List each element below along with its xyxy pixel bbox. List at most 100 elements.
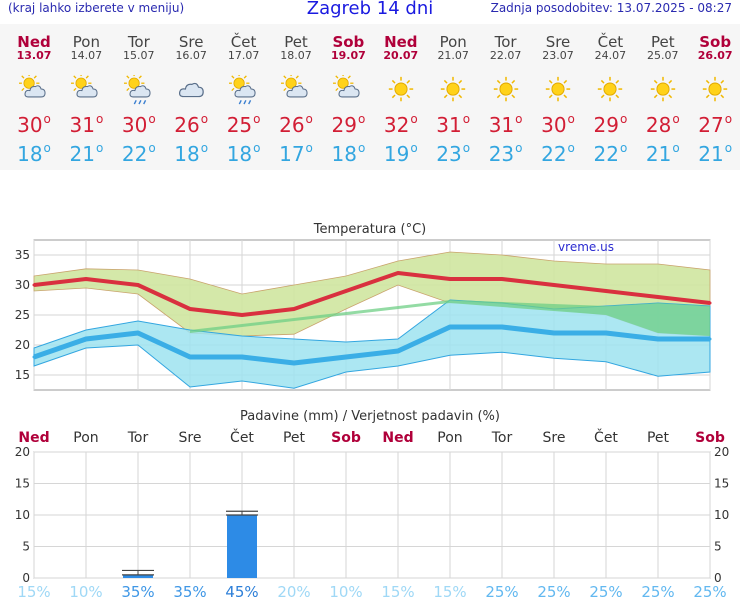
precipitation-probability: 15% — [381, 583, 414, 600]
min-temperature-point — [292, 361, 296, 365]
precipitation-probability: 10% — [69, 583, 102, 600]
precipitation-probability: 15% — [17, 583, 50, 600]
day-forecast-7: Ned 20.07 32o 19o — [375, 24, 427, 170]
max-temperature: 31o — [488, 112, 523, 137]
day-date: 23.07 — [542, 49, 574, 62]
sun-icon — [650, 76, 675, 102]
max-temperature: 26o — [279, 112, 313, 137]
day-date: 20.07 — [383, 49, 419, 62]
max-temperature-point — [448, 277, 452, 281]
min-temperature: 21o — [69, 141, 104, 166]
max-temperature-point — [84, 277, 88, 281]
precipitation-day-label: Sob — [695, 430, 725, 446]
max-temperature: 31o — [436, 112, 471, 137]
day-name: Ned — [17, 33, 51, 51]
day-forecast-10: Sre 23.07 30o 22o — [532, 24, 584, 170]
precipitation-day-label: Sre — [179, 430, 202, 446]
day-name: Ned — [384, 33, 418, 51]
day-name: Sre — [178, 33, 204, 51]
max-temperature: 27o — [698, 112, 733, 137]
day-name: Tor — [127, 33, 150, 51]
min-temperature: 21o — [698, 141, 733, 166]
max-temperature-point — [396, 271, 400, 275]
day-date: 13.07 — [16, 49, 52, 62]
day-date: 19.07 — [330, 49, 366, 62]
precipitation-y-tick-right: 5 — [714, 540, 722, 554]
day-date: 18.07 — [280, 49, 312, 62]
page-title: Zagreb 14 dni — [306, 0, 434, 19]
day-forecast-4: Čet 17.07 25o 18o — [218, 24, 270, 170]
max-temperature: 28o — [645, 112, 680, 137]
precipitation-day-label: Ned — [18, 430, 49, 446]
day-date: 22.07 — [489, 49, 522, 62]
sun-icon — [598, 76, 623, 102]
precipitation-day-label: Sob — [331, 430, 361, 446]
day-date: 25.07 — [647, 49, 679, 62]
min-temperature-point — [32, 355, 36, 359]
max-temperature-point — [708, 301, 712, 305]
precipitation-probability: 25% — [641, 583, 674, 600]
sun-cloud-icon — [333, 75, 360, 98]
sun-cloud-rain-icon — [228, 75, 256, 105]
precipitation-day-label: Pon — [437, 430, 462, 446]
sun-icon — [441, 76, 466, 102]
location-hint[interactable]: (kraj lahko izberete v meniju) — [8, 1, 185, 15]
max-temperature: 30o — [121, 112, 156, 137]
temperature-y-tick: 30 — [15, 278, 30, 292]
day-forecast-13: Sob 26.07 27o 21o — [689, 24, 740, 170]
sun-icon — [388, 76, 413, 102]
precipitation-y-tick-right: 10 — [714, 508, 729, 522]
precipitation-day-label: Ned — [382, 430, 413, 446]
precipitation-probability: 25% — [485, 583, 518, 600]
min-temperature-point — [656, 337, 660, 341]
sun-icon — [545, 76, 571, 102]
precipitation-day-label: Pon — [73, 430, 98, 446]
day-forecast-5: Pet 18.07 26o 17o — [270, 24, 322, 170]
precipitation-probability: 25% — [537, 583, 570, 600]
min-temperature: 18o — [17, 141, 51, 166]
precipitation-day-label: Tor — [127, 430, 149, 446]
day-forecast-6: Sob 19.07 29o 18o — [322, 24, 374, 170]
day-forecast-9: Tor 22.07 31o 23o — [480, 24, 532, 170]
day-date: 16.07 — [175, 49, 207, 62]
precipitation-day-label: Sre — [543, 430, 566, 446]
temperature-y-tick: 25 — [15, 308, 30, 322]
precipitation-day-label: Tor — [491, 430, 513, 446]
precipitation-probability: 25% — [693, 583, 726, 600]
min-temperature: 18o — [331, 141, 366, 166]
watermark-label: vreme.us — [558, 240, 614, 254]
min-temperature-point — [448, 325, 452, 329]
sun-cloud-rain-icon — [123, 75, 151, 105]
min-temperature-point — [500, 325, 504, 329]
precipitation-day-label: Čet — [230, 428, 254, 446]
min-temperature: 23o — [436, 141, 471, 166]
day-name: Čet — [597, 33, 624, 51]
day-forecast-11: Čet 24.07 29o 22o — [584, 24, 636, 170]
precipitation-chart-title: Padavine (mm) / Verjetnost padavin (%) — [240, 409, 500, 424]
precipitation-y-tick-left: 10 — [15, 508, 30, 522]
precipitation-probability: 35% — [173, 583, 206, 600]
day-forecast-0: Ned 13.07 30o 18o — [8, 24, 60, 170]
min-temperature-point — [396, 349, 400, 353]
last-updated: Zadnja posodobitev: 13.07.2025 - 08:27 — [490, 1, 732, 15]
precipitation-y-tick-left: 0 — [22, 571, 30, 585]
charts-area: Temperatura (°C) 15 20 25 30 35 vreme.us Padavi… — [0, 170, 740, 600]
precipitation-y-tick-left: 5 — [22, 540, 30, 554]
temperature-y-tick: 35 — [15, 248, 30, 262]
precipitation-probability: 35% — [121, 583, 154, 600]
day-forecast-2: Tor 15.07 30o 22o — [113, 24, 165, 170]
sun-icon — [703, 76, 728, 102]
min-temperature-point — [188, 355, 192, 359]
min-temperature: 21o — [645, 141, 680, 166]
precipitation-bar — [227, 515, 257, 578]
sun-cloud-icon — [71, 75, 98, 98]
max-temperature: 25o — [226, 112, 261, 137]
precipitation-probability: 10% — [329, 583, 362, 600]
day-name: Sre — [545, 33, 571, 51]
sun-icon — [493, 76, 518, 102]
precipitation-day-label: Čet — [594, 428, 618, 446]
day-date: 14.07 — [70, 49, 103, 62]
max-temperature-point — [552, 283, 556, 287]
forecast-charts: Temperatura (°C) 15 20 25 30 35 vreme.us Padavi… — [15, 222, 730, 600]
day-name: Tor — [494, 33, 517, 51]
